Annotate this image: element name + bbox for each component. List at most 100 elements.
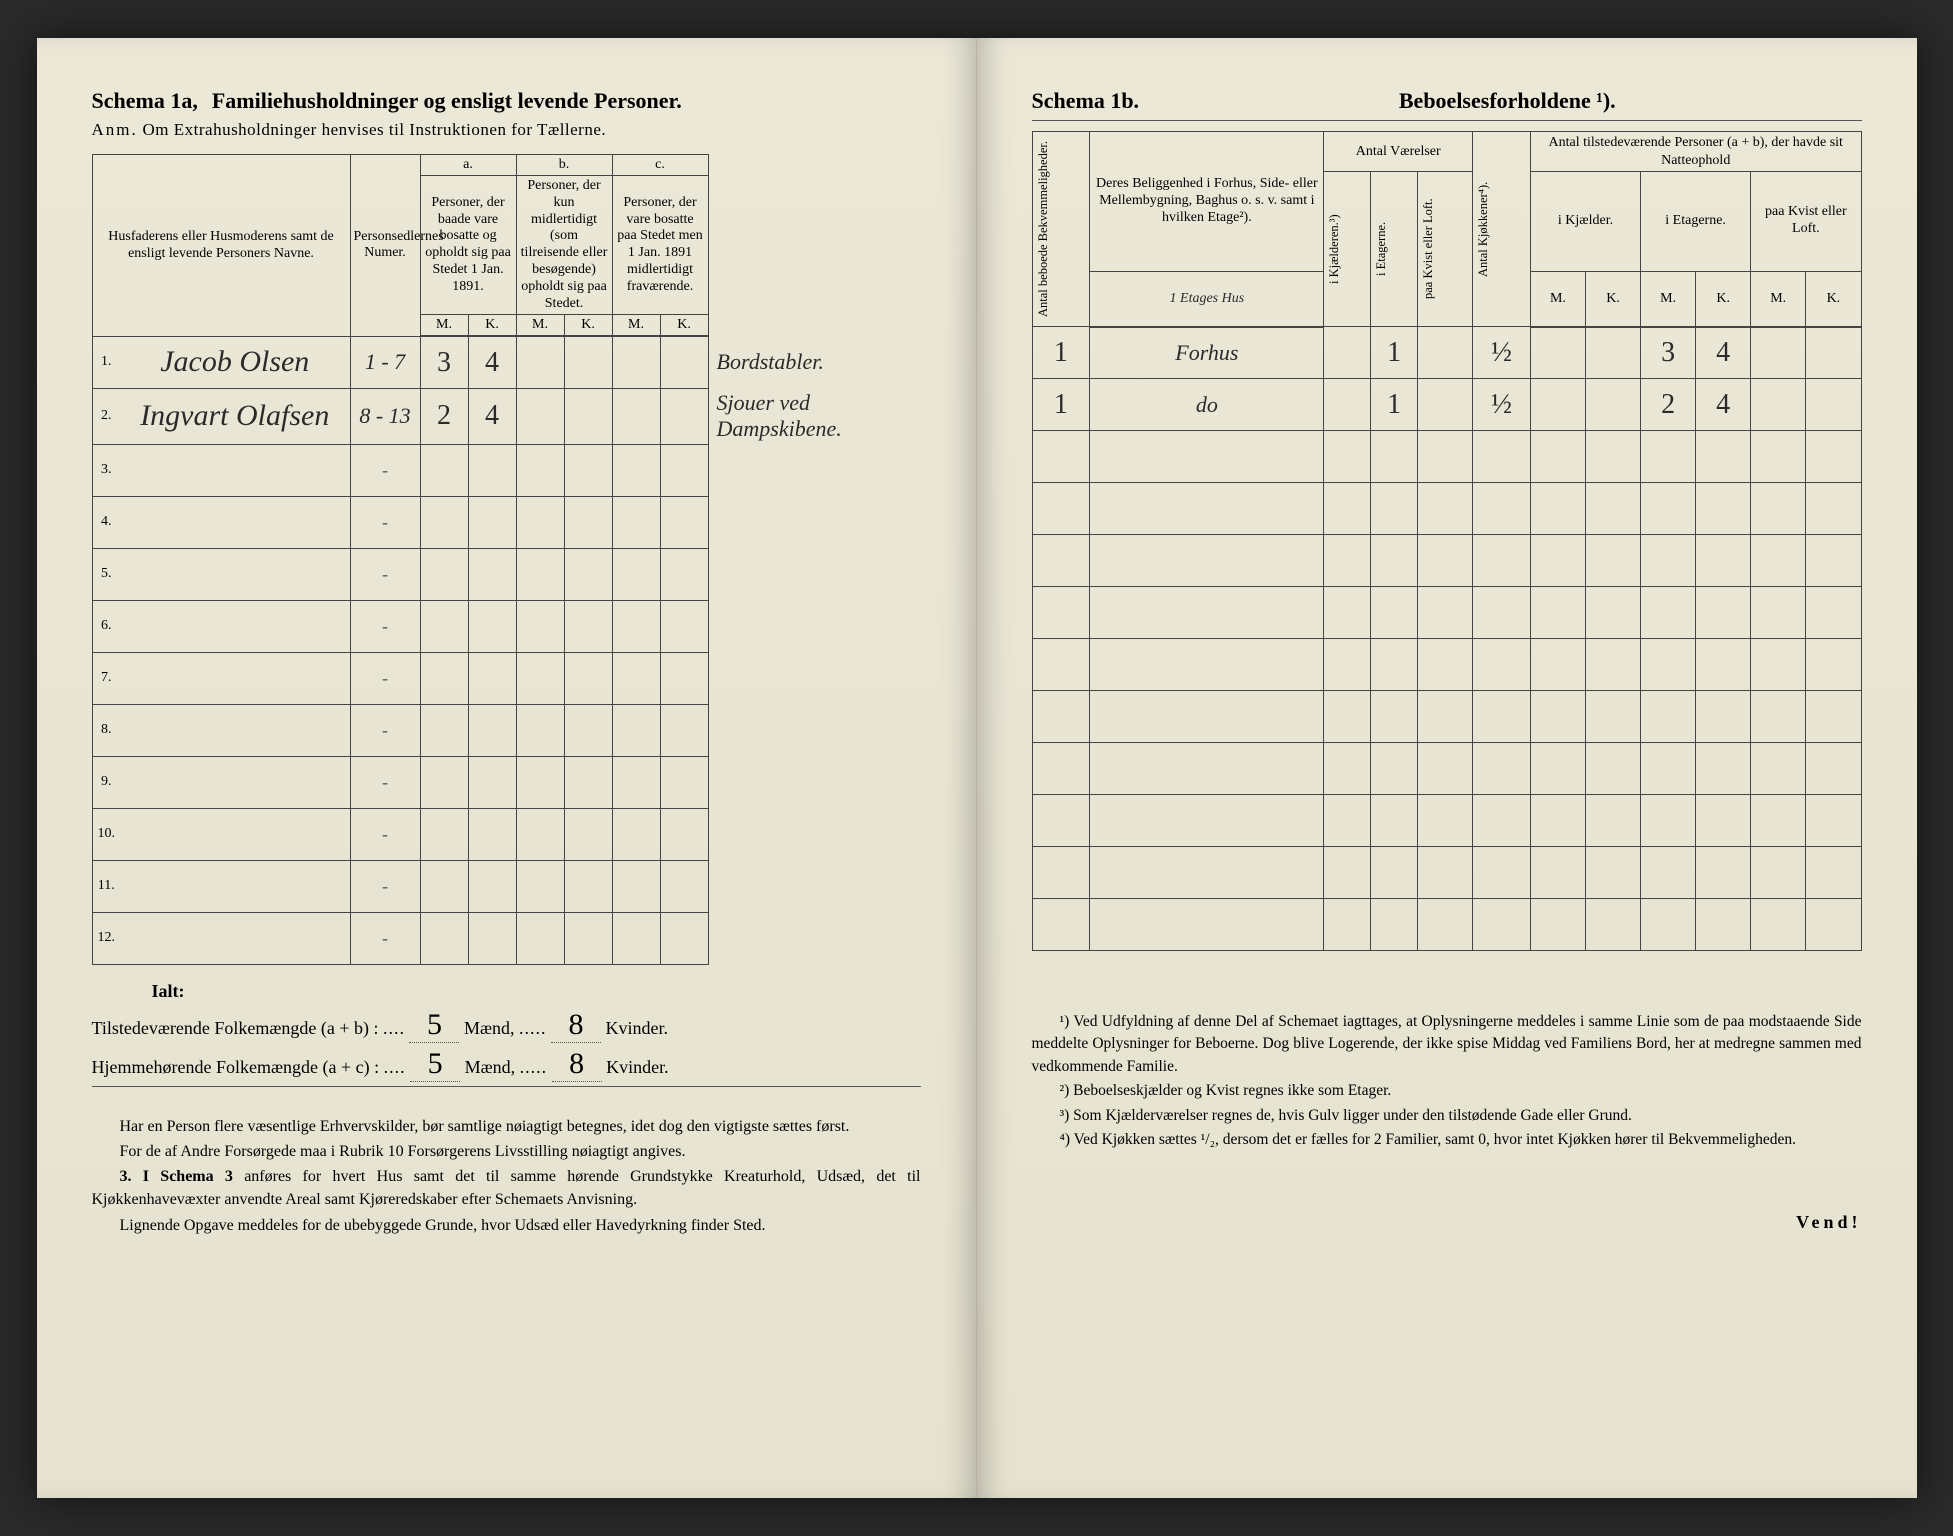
cM — [612, 756, 660, 808]
lm — [1751, 535, 1806, 587]
row-note — [708, 652, 920, 704]
bM — [516, 808, 564, 860]
km — [1530, 327, 1585, 379]
lm — [1751, 587, 1806, 639]
name-cell — [120, 444, 350, 496]
kjok — [1473, 587, 1531, 639]
cK — [660, 912, 708, 964]
row-num: 8. — [92, 704, 120, 756]
left-title-row: Schema 1a, Familiehusholdninger og ensli… — [92, 88, 921, 114]
em: 2 — [1641, 379, 1696, 431]
hdr-antal-vaer: Antal Værelser — [1324, 132, 1473, 172]
km — [1530, 795, 1585, 847]
bK — [564, 704, 612, 756]
kjok: ½ — [1473, 327, 1531, 379]
row-num: 7. — [92, 652, 120, 704]
ek — [1696, 587, 1751, 639]
name-cell: Ingvart Olafsen — [120, 388, 350, 444]
cK — [660, 652, 708, 704]
kvist — [1418, 379, 1473, 431]
hdr-paa-kvist: paa Kvist eller Loft. — [1418, 172, 1473, 327]
kk — [1586, 535, 1641, 587]
lk — [1806, 327, 1861, 379]
cK — [660, 704, 708, 756]
seddel-cell: 8 - 13 — [350, 388, 420, 444]
hdr-c-text: Personer, der vare bosatte paa Stedet me… — [612, 176, 708, 315]
kjok — [1473, 847, 1531, 899]
footnote-1: ¹) Ved Udfyldning af denne Del af Schema… — [1032, 1011, 1862, 1078]
bM — [516, 388, 564, 444]
hdr-cM: M. — [612, 315, 660, 337]
table-row — [1032, 639, 1861, 691]
name-cell — [120, 860, 350, 912]
seddel-cell: - — [350, 548, 420, 600]
em — [1641, 795, 1696, 847]
bK — [564, 860, 612, 912]
etag: 1 — [1371, 379, 1418, 431]
kjael — [1324, 795, 1371, 847]
em — [1641, 535, 1696, 587]
table-row — [1032, 483, 1861, 535]
row-note — [708, 704, 920, 756]
cK — [660, 444, 708, 496]
table-row: 7.- — [92, 652, 921, 704]
aM — [420, 860, 468, 912]
row-num: 4. — [92, 496, 120, 548]
lm — [1751, 743, 1806, 795]
hdr-bK: K. — [564, 315, 612, 337]
row-num: 10. — [92, 808, 120, 860]
bM — [516, 548, 564, 600]
table-body-right: 1Forhus1½341do1½24 — [1032, 327, 1861, 951]
kjok — [1473, 431, 1531, 483]
km — [1530, 379, 1585, 431]
table-row: 3.- — [92, 444, 921, 496]
kk — [1586, 587, 1641, 639]
seddel-cell: - — [350, 756, 420, 808]
aM — [420, 652, 468, 704]
row-note — [708, 444, 920, 496]
km — [1530, 743, 1585, 795]
beligg — [1090, 795, 1324, 847]
bM — [516, 756, 564, 808]
name-cell — [120, 704, 350, 756]
beligg — [1090, 483, 1324, 535]
kjael — [1324, 379, 1371, 431]
lk — [1806, 639, 1861, 691]
name-cell — [120, 652, 350, 704]
etag — [1371, 535, 1418, 587]
em — [1641, 899, 1696, 951]
hdr-aM: M. — [420, 315, 468, 337]
table-row — [1032, 743, 1861, 795]
table-row: 9.- — [92, 756, 921, 808]
table-row — [1032, 587, 1861, 639]
bK — [564, 756, 612, 808]
bekv — [1032, 743, 1090, 795]
beligg — [1090, 431, 1324, 483]
table-row: 6.- — [92, 600, 921, 652]
beligg — [1090, 847, 1324, 899]
etag — [1371, 847, 1418, 899]
instr-p4: Lignende Opgave meddeles for de ubebygge… — [92, 1214, 921, 1237]
bM — [516, 444, 564, 496]
table-row: 1do1½24 — [1032, 379, 1861, 431]
row-note — [708, 808, 920, 860]
lk — [1806, 847, 1861, 899]
aK — [468, 808, 516, 860]
cM — [612, 444, 660, 496]
bK — [564, 548, 612, 600]
seddel-cell: - — [350, 808, 420, 860]
lm — [1751, 795, 1806, 847]
seddel-cell: - — [350, 912, 420, 964]
row-note — [708, 756, 920, 808]
right-page-schema-1b: Schema 1b. Beboelsesforholdene ¹). Antal… — [977, 38, 1917, 1498]
lm — [1751, 691, 1806, 743]
kvist — [1418, 795, 1473, 847]
instr-p1: Har en Person flere væsentlige Erhvervsk… — [92, 1115, 921, 1138]
bM — [516, 652, 564, 704]
km — [1530, 535, 1585, 587]
instr-p3: 3. I Schema 3 anføres for hvert Hus samt… — [92, 1165, 921, 1211]
table-row — [1032, 795, 1861, 847]
beligg — [1090, 639, 1324, 691]
table-row: 11.- — [92, 860, 921, 912]
name-cell — [120, 496, 350, 548]
